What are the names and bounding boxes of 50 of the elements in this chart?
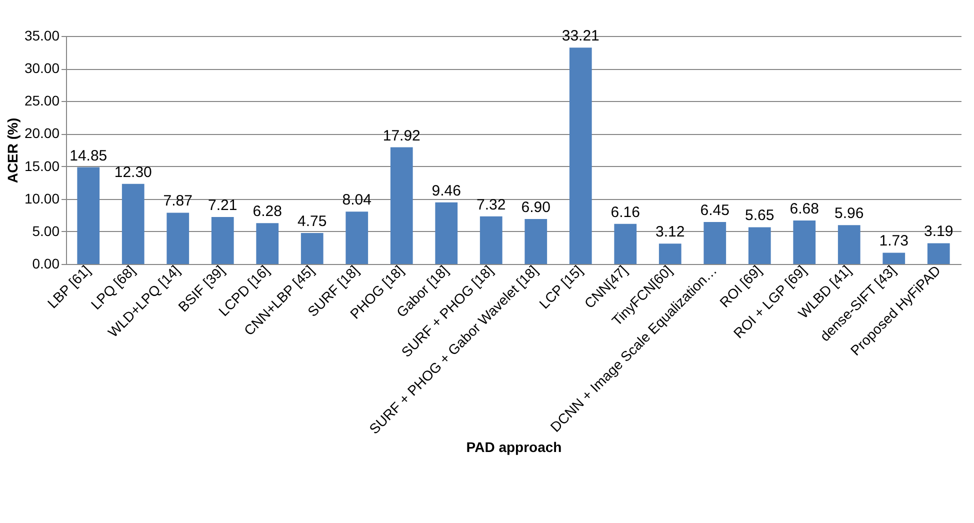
bar xyxy=(346,212,368,264)
y-axis-title: ACER (%) xyxy=(4,118,20,184)
data-label: 3.19 xyxy=(924,223,954,240)
y-tick-label: 20.00 xyxy=(24,125,60,142)
y-tick-label: 25.00 xyxy=(24,92,60,109)
data-label: 6.68 xyxy=(790,200,819,218)
data-label: 9.46 xyxy=(432,182,461,200)
bar xyxy=(166,212,190,264)
data-label: 6.90 xyxy=(521,199,550,216)
bar xyxy=(748,227,771,264)
data-label: 33.21 xyxy=(562,28,600,45)
y-tick-label: 0.00 xyxy=(32,256,60,272)
bar xyxy=(256,223,279,264)
y-tick-label: 15.00 xyxy=(24,158,60,174)
bar xyxy=(524,219,548,264)
data-label: 12.30 xyxy=(114,164,152,181)
data-label: 5.96 xyxy=(834,205,864,222)
bar xyxy=(435,202,458,264)
data-label: 1.73 xyxy=(879,232,908,250)
data-label: 6.28 xyxy=(252,203,282,220)
data-label: 3.12 xyxy=(656,224,685,241)
y-tick-label: 35.00 xyxy=(24,28,60,44)
bar xyxy=(122,184,144,264)
data-label: 17.92 xyxy=(382,127,420,144)
bar xyxy=(390,147,413,264)
bar xyxy=(300,233,324,264)
data-label: 7.87 xyxy=(163,192,192,210)
data-label: 8.04 xyxy=(342,192,372,209)
data-label: 4.75 xyxy=(298,213,327,230)
bar xyxy=(569,48,592,264)
bar xyxy=(77,167,100,264)
data-label: 7.32 xyxy=(476,196,506,214)
bar xyxy=(927,243,950,264)
y-tick-label: 30.00 xyxy=(24,60,60,76)
y-tick-label: 10.00 xyxy=(24,190,60,206)
bar xyxy=(793,220,816,264)
data-label: 7.21 xyxy=(208,197,238,214)
data-label: 14.85 xyxy=(70,147,108,164)
bar xyxy=(882,252,906,264)
bar xyxy=(614,224,637,264)
x-axis-title: PAD approach xyxy=(466,439,562,456)
data-label: 5.65 xyxy=(745,207,774,224)
bar xyxy=(658,244,682,264)
y-tick-label: 5.00 xyxy=(32,222,60,239)
data-label: 6.16 xyxy=(610,204,640,221)
bar xyxy=(704,222,726,264)
data-label: 6.45 xyxy=(700,202,730,219)
bar xyxy=(838,225,860,264)
bar xyxy=(480,216,502,264)
bar xyxy=(211,217,234,264)
